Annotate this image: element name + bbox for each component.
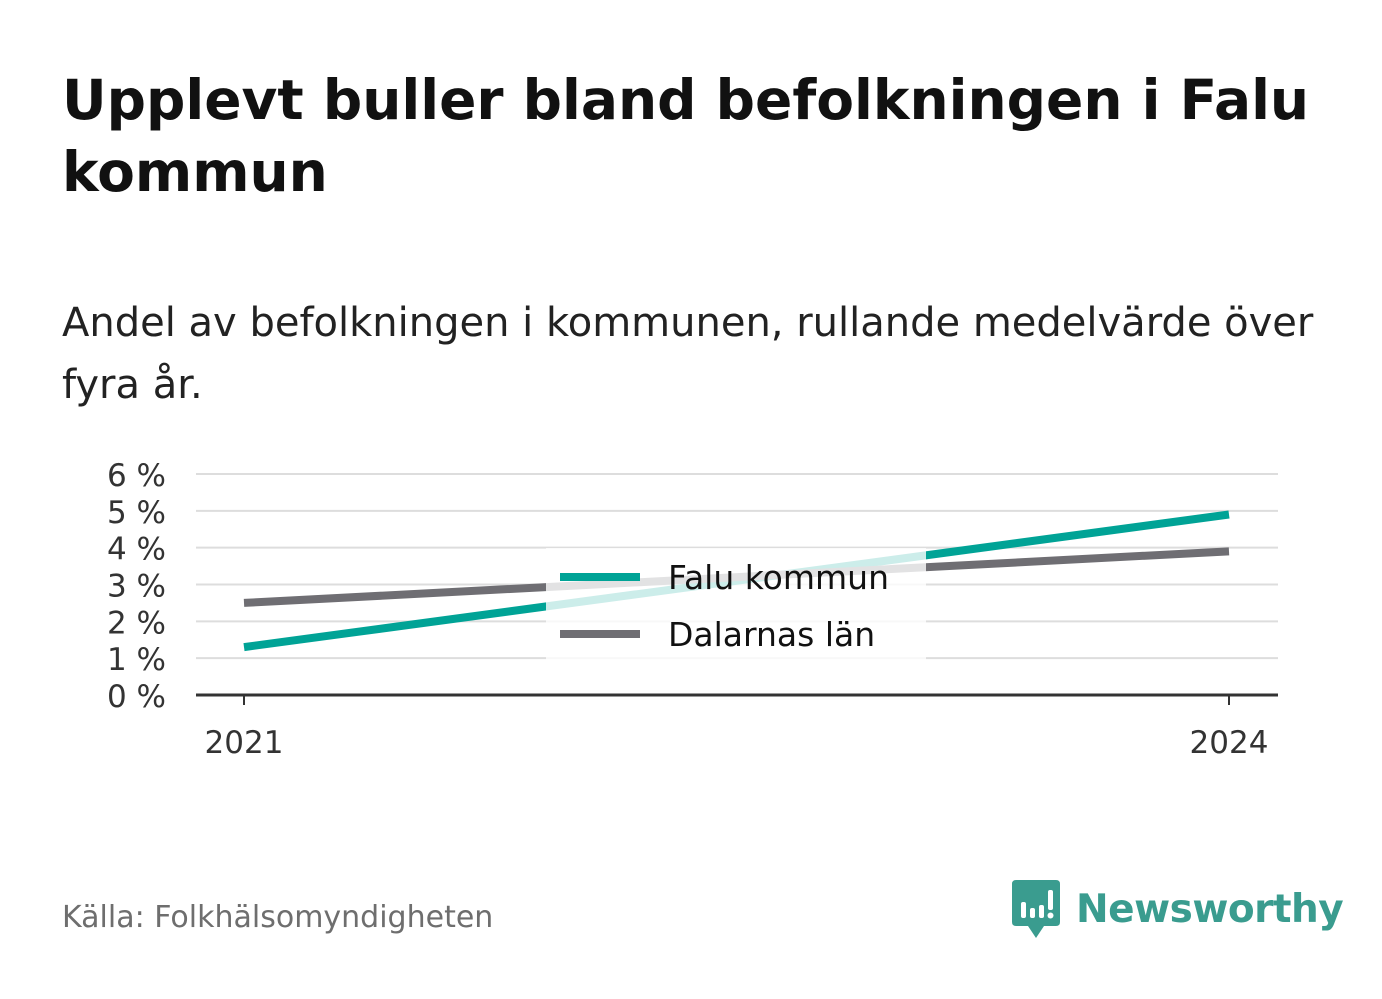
legend-label: Falu kommun: [668, 558, 889, 597]
newsworthy-logo: Newsworthy: [1010, 878, 1344, 940]
y-tick-label: 5 %: [107, 495, 166, 531]
legend: Falu kommun Dalarnas län: [546, 548, 926, 660]
legend-background: [546, 548, 926, 660]
y-tick-label: 0 %: [107, 679, 166, 715]
line-chart: 0 %1 %2 %3 %4 %5 %6 % 2021 2024 Falu kommun…: [107, 458, 1278, 761]
chart-subtitle: Andel av befolkningen i kommunen, rullan…: [62, 300, 1314, 408]
chart-title: Upplevt buller bland befolkningen i Falu…: [62, 68, 1310, 204]
source-note: Källa: Folkhälsomyndigheten: [62, 900, 494, 935]
bar-chart-speech-bubble-icon: [1012, 880, 1060, 938]
y-tick-label: 4 %: [107, 532, 166, 568]
y-tick-label: 1 %: [107, 642, 166, 678]
y-tick-label: 6 %: [107, 458, 166, 494]
y-tick-label: 3 %: [107, 569, 166, 605]
x-tick-label: 2024: [1190, 725, 1269, 761]
brand-name: Newsworthy: [1076, 886, 1344, 932]
legend-label: Dalarnas län: [668, 615, 875, 654]
x-tick-label: 2021: [205, 725, 284, 761]
y-tick-label: 2 %: [107, 605, 166, 641]
